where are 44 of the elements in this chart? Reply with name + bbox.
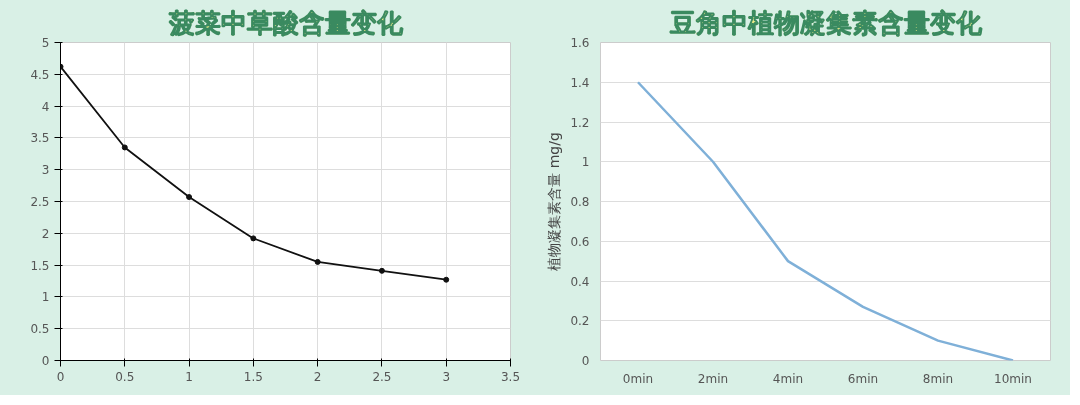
y-tick-label: 0.6: [570, 234, 590, 249]
y-tick-label: 0: [41, 354, 50, 368]
y-axis-title: 植物凝集素含量 mg/g: [546, 132, 563, 271]
y-tick-label: 3.5: [30, 131, 50, 146]
point: [314, 258, 321, 265]
x-tick-label: 1: [185, 369, 193, 384]
y-tick-label: 2: [41, 226, 50, 241]
y-tick-label: 1.2: [570, 115, 590, 130]
y-tick-label: 0.5: [30, 322, 50, 337]
x-tick-label: 2.5: [372, 369, 392, 384]
x-tick-label: 2: [313, 369, 322, 384]
line-series: [636, 81, 1015, 361]
x-tick-label: 10min: [994, 371, 1032, 386]
y-tick-label: 2.5: [30, 195, 50, 209]
y-tick-label: 1.5: [30, 258, 50, 273]
x-tick-label: 3.5: [500, 369, 521, 384]
point: [186, 194, 193, 201]
y-tick-label: 3: [41, 163, 50, 178]
y-tick-label: 0.8: [570, 195, 590, 209]
x-tick-label: 1.5: [243, 369, 263, 384]
point: [443, 276, 450, 283]
point: [378, 267, 385, 274]
x-tick-label: 0.5: [115, 369, 135, 384]
y-tick-label: 1: [581, 155, 590, 170]
y-tick-label: 5: [41, 36, 50, 50]
chart-title: 豆角中植物凝集素含量变化: [668, 7, 983, 38]
x-tick-label: 2min: [697, 371, 729, 386]
x-tick-label: 3: [442, 369, 451, 384]
point: [250, 235, 257, 242]
x-tick-label: 6min: [847, 371, 879, 386]
y-tick-label: 1.4: [570, 75, 590, 90]
y-tick-label: 0.4: [570, 274, 590, 289]
x-tick-label: 4min: [772, 371, 804, 386]
x-tick-label: 0min: [622, 371, 654, 386]
y-tick-label: 1.6: [570, 36, 590, 50]
x-tick-label: 0: [56, 369, 65, 384]
y-tick-label: 4.5: [30, 67, 50, 82]
y-tick-label: 0.2: [570, 314, 590, 329]
y-tick-label: 4: [41, 99, 50, 114]
x-tick-label: 8min: [922, 371, 954, 386]
point: [121, 144, 128, 151]
chart-title: 菠菜中草酸含量变化: [167, 7, 404, 38]
y-tick-label: 1: [41, 290, 50, 305]
y-tick-label: 0: [581, 354, 590, 368]
